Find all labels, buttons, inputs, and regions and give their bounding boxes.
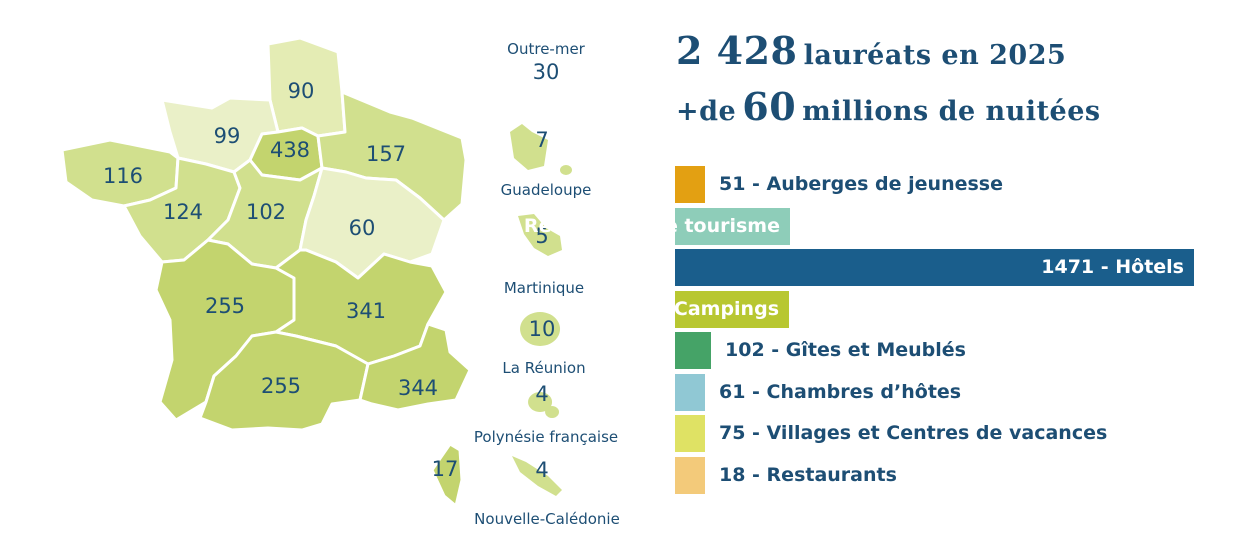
headline-line-1: 2 428 lauréats en 2025 [676, 28, 1066, 73]
bar-label: 18 - Restaurants [719, 464, 897, 486]
martinique-shape [518, 214, 562, 256]
bar-row: 75 - Villages et Centres de vacances [675, 415, 1235, 452]
la-reunion-shape [520, 312, 561, 346]
nouvelle-caledonie-label: Nouvelle-Calédonie [474, 510, 620, 528]
region-paca [358, 322, 472, 412]
bar-row: 1471 - Hôtels [675, 249, 1235, 286]
polynesie-shape [528, 392, 560, 418]
region-value-hauts-de-france: 90 [288, 79, 315, 103]
nouvelle-caledonie-value: 4 [535, 458, 548, 482]
bar [675, 374, 705, 411]
region-occitanie [198, 330, 370, 432]
nights-prefix: +de [676, 96, 737, 127]
region-value-nouvelle-aquitaine: 255 [205, 294, 245, 318]
bar-row: 61 - Chambres d’hôtes [675, 374, 1235, 411]
bar-row: 326 - Résidences de tourisme [463, 208, 1235, 245]
guadeloupe-shape [510, 124, 572, 175]
bar [675, 291, 789, 328]
laureates-count: 2 428 [676, 28, 798, 73]
region-value-auvergne-rhone-alpes: 341 [346, 299, 386, 323]
bar-label: 51 - Auberges de jeunesse [719, 173, 1003, 195]
bar-row: 51 - Auberges de jeunesse [675, 166, 1235, 203]
bar [675, 457, 705, 494]
region-value-paca: 344 [398, 376, 438, 400]
bar-row: 18 - Restaurants [675, 457, 1235, 494]
region-value-ile-de-france: 438 [270, 138, 310, 162]
headline-line-2: +de 60 millions de nuitées [676, 84, 1101, 129]
laureates-text: lauréats en 2025 [803, 40, 1067, 71]
bar [675, 208, 790, 245]
nights-text: millions de nuitées [802, 96, 1101, 127]
region-value-bretagne: 116 [103, 164, 143, 188]
bar [675, 332, 711, 369]
bar-label: 61 - Chambres d’hôtes [719, 381, 962, 403]
region-value-pays-de-la-loire: 124 [163, 200, 203, 224]
outre-mer-total: 30 [533, 60, 560, 84]
polynesie-value: 4 [535, 382, 548, 406]
bar-label: 326 - Résidences de tourisme [463, 215, 780, 237]
bar-label: 75 - Villages et Centres de vacances [719, 422, 1108, 444]
guadeloupe-label: Guadeloupe [500, 181, 592, 199]
region-value-corse: 17 [432, 457, 459, 481]
nights-count: 60 [742, 84, 797, 129]
martinique-value: 5 [535, 224, 548, 248]
la-reunion-value: 10 [529, 317, 556, 341]
bar [675, 249, 1194, 286]
bar-row: 102 - Gîtes et Meublés [675, 332, 1235, 369]
bar-label: 324 - Campings [613, 298, 779, 320]
nouvelle-caledonie-shape [512, 456, 562, 496]
bar [675, 415, 705, 452]
bar-row: 324 - Campings [613, 291, 1235, 328]
polynesie-label: Polynésie française [473, 428, 619, 446]
bar-label: 102 - Gîtes et Meublés [725, 339, 966, 361]
region-corse [430, 442, 464, 508]
guadeloupe-value: 7 [535, 128, 548, 152]
region-value-normandie: 99 [214, 124, 241, 148]
la-reunion-label: La Réunion [502, 359, 586, 377]
region-value-bourgogne-franche-comte: 60 [349, 216, 376, 240]
bar [675, 166, 705, 203]
region-value-grand-est: 157 [366, 142, 406, 166]
region-value-centre-val-de-loire: 102 [246, 200, 286, 224]
outre-mer-title: Outre-mer [507, 40, 585, 58]
region-value-occitanie: 255 [261, 374, 301, 398]
martinique-label: Martinique [503, 279, 585, 297]
bar-label: 1471 - Hôtels [1041, 256, 1184, 278]
